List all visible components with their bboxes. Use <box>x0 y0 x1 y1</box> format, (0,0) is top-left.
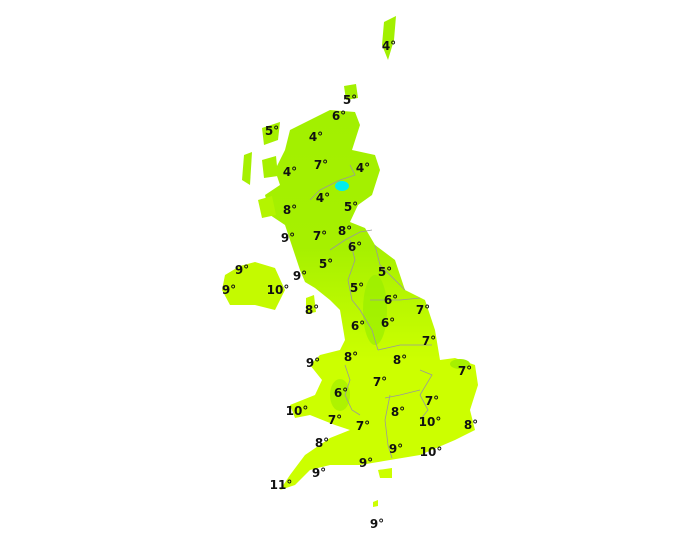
temperature-label: 5° <box>350 281 364 295</box>
outer-hebrides-south <box>242 152 252 185</box>
temperature-label: 4° <box>316 191 330 205</box>
temperature-label: 7° <box>314 158 328 172</box>
temperature-label: 5° <box>344 200 358 214</box>
temperature-label: 9° <box>370 517 384 531</box>
temperature-label: 8° <box>338 224 352 238</box>
boundary-wales <box>344 364 361 416</box>
temperature-label: 8° <box>393 353 407 367</box>
temperature-labels: 4° 5° 6° 5° 4° 7° 4° 4° 4° 5° 8° 8° 7° 9° 6° 9° 5° 5° 9° 9°… <box>222 39 478 531</box>
temperature-label: 10° <box>419 415 442 429</box>
boundary-midlands <box>377 344 432 351</box>
temperature-label: 5° <box>265 124 279 138</box>
cool-area-wales <box>330 379 350 411</box>
outer-hebrides-north <box>262 122 280 145</box>
temperature-label: 8° <box>464 418 478 432</box>
temperature-label: 9° <box>222 283 236 297</box>
temperature-label: 10° <box>420 445 443 459</box>
northern-ireland <box>222 262 285 310</box>
temperature-label: 6° <box>334 386 348 400</box>
boundary-east <box>419 369 433 421</box>
temperature-label: 4° <box>382 39 396 53</box>
skye <box>262 156 278 178</box>
channel-island <box>373 500 378 507</box>
temperature-label: 7° <box>425 394 439 408</box>
temperature-label: 4° <box>283 165 297 179</box>
temperature-label: 5° <box>319 257 333 271</box>
region-boundaries <box>309 164 433 459</box>
temperature-label: 8° <box>283 203 297 217</box>
temperature-label: 7° <box>313 229 327 243</box>
temperature-label: 5° <box>343 93 357 107</box>
temperature-label: 9° <box>293 269 307 283</box>
temperature-label: 4° <box>356 161 370 175</box>
cold-spot-cairngorms <box>335 181 349 191</box>
temperature-label: 11° <box>270 478 293 492</box>
landmass <box>222 16 478 507</box>
temperature-label: 7° <box>373 375 387 389</box>
temperature-label: 9° <box>359 456 373 470</box>
shetland <box>382 16 396 60</box>
temperature-label: 8° <box>391 405 405 419</box>
temperature-label: 7° <box>458 364 472 378</box>
cool-area-norfolk <box>450 359 470 369</box>
temperature-label: 10° <box>267 283 290 297</box>
temperature-label: 10° <box>286 404 309 418</box>
temperature-label: 8° <box>305 303 319 317</box>
boundary-yorkshire <box>370 297 421 301</box>
temperature-label: 6° <box>381 316 395 330</box>
boundary-northeast <box>374 244 406 291</box>
temperature-label: 6° <box>348 240 362 254</box>
isle-of-wight <box>378 468 392 478</box>
isle-of-man <box>306 295 316 314</box>
inner-hebrides <box>258 196 276 218</box>
orkney <box>344 84 358 100</box>
temperature-label: 5° <box>378 265 392 279</box>
temperature-label: 6° <box>384 293 398 307</box>
boundary-northwest <box>347 239 379 351</box>
cool-area-pennines <box>363 275 387 345</box>
temperature-label: 7° <box>328 413 342 427</box>
boundary-scotland-england <box>329 229 373 251</box>
temperature-label: 4° <box>309 130 323 144</box>
temperature-label: 9° <box>306 356 320 370</box>
temperature-label: 6° <box>332 109 346 123</box>
temperature-label: 7° <box>422 334 436 348</box>
temperature-label: 8° <box>315 436 329 450</box>
temperature-label: 7° <box>416 303 430 317</box>
temperature-label: 9° <box>281 231 295 245</box>
boundary-highlands <box>309 164 356 201</box>
boundary-southwest <box>384 394 393 459</box>
temperature-label: 9° <box>235 263 249 277</box>
temperature-label: 9° <box>389 442 403 456</box>
temperature-label: 9° <box>312 466 326 480</box>
temperature-label: 8° <box>344 350 358 364</box>
temperature-label: 7° <box>356 419 370 433</box>
boundary-southeast <box>384 389 421 399</box>
temperature-label: 6° <box>351 319 365 333</box>
